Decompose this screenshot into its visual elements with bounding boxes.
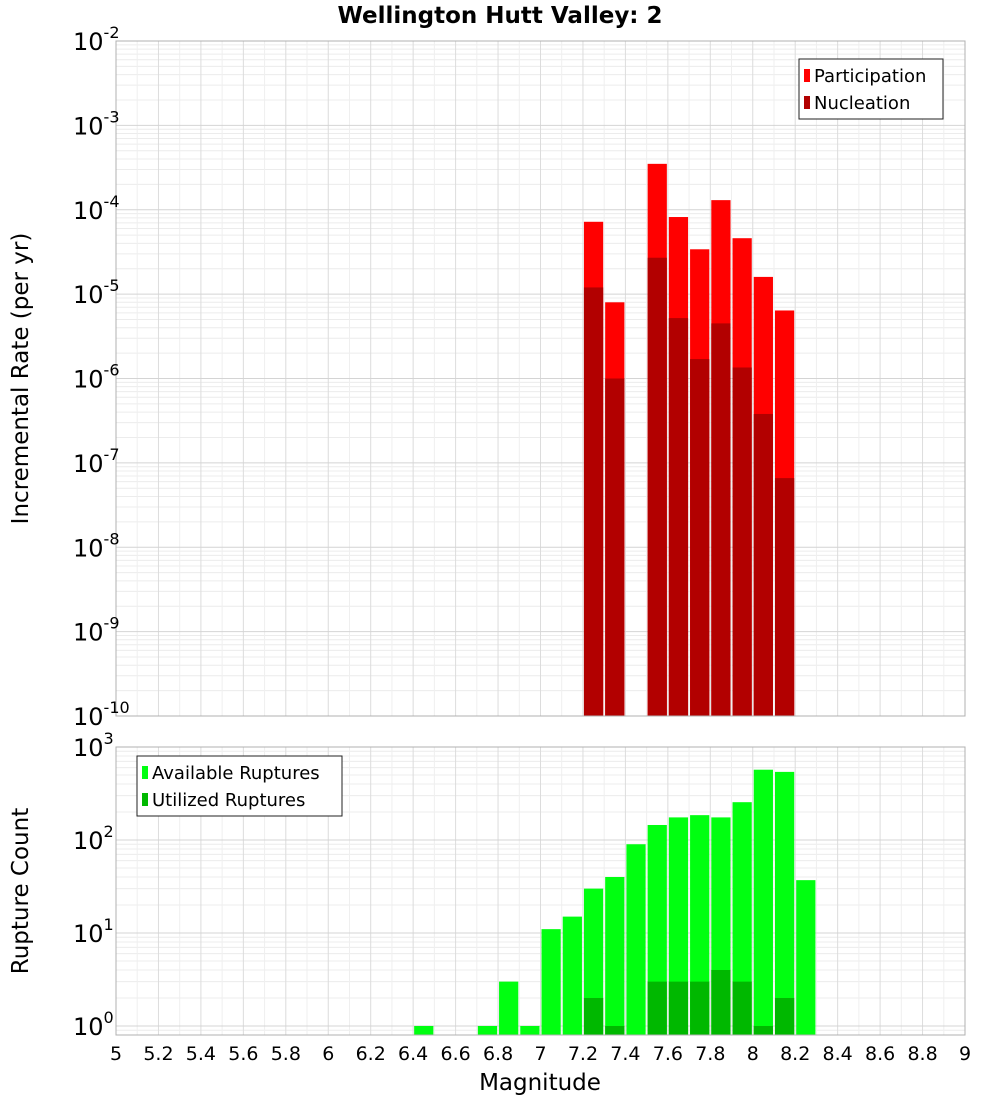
legend-label: Participation [814,66,926,87]
utilized-ruptures-bar [774,997,795,1035]
x-tick-label: 8.8 [907,1043,937,1065]
y-tick-label: 10-3 [73,107,120,140]
x-tick-label: 9 [959,1043,971,1065]
available-ruptures-bar [414,1025,434,1035]
available-ruptures-bar [774,771,795,1035]
plot-frame [115,40,966,717]
utilized-ruptures-bar [647,981,667,1035]
nucleation-bar [711,323,731,716]
x-tick-label: 7.8 [695,1043,725,1065]
utilized-ruptures-bar [690,981,710,1035]
utilized-ruptures-bar [732,981,752,1035]
x-tick-label: 6 [322,1043,334,1065]
legend-swatch [804,96,810,109]
rate-panel: 10-10 10-9 10-8 10-7 10-6 10-5 10-4 10-3 10-2 Inc… [8,23,966,731]
y-axis-label: Rupture Count [8,808,34,974]
available-ruptures-bar [753,769,773,1035]
nucleation-bar [732,367,752,716]
x-tick-label: 8.4 [823,1043,853,1065]
available-ruptures-bar [732,802,752,1035]
utilized-ruptures-bar [605,1025,625,1035]
rupture-count-panel: 100 101 102 103 Rupture Count Available Ruptu… [8,729,966,1041]
y-tick-label: 10-8 [73,529,120,562]
nucleation-bar [605,378,625,716]
available-ruptures-bar [499,981,519,1035]
x-tick-label: 8.6 [865,1043,895,1065]
legend-label: Available Ruptures [152,763,320,784]
nucleation-bar [647,257,667,716]
legend-swatch [804,69,810,82]
y-tick-label: 10-10 [73,698,130,731]
legend-swatch [142,766,148,779]
y-tick-label: 10-6 [73,361,120,394]
y-tick-label: 103 [73,729,114,762]
utilized-ruptures-bar [711,969,731,1035]
legend-label: Utilized Ruptures [152,790,305,811]
nucleation-bar [753,413,773,716]
chart-title: Wellington Hutt Valley: 2 [337,3,662,29]
x-tick-label: 5.8 [271,1043,301,1065]
x-tick-label: 6.2 [356,1043,386,1065]
y-tick-label: 101 [73,915,114,948]
x-axis-label: Magnitude [479,1070,601,1096]
y-axis-label: Incremental Rate (per yr) [8,233,34,525]
utilized-ruptures-bar [753,1025,773,1035]
legend-box [136,755,343,817]
x-tick-label: 7.4 [610,1043,640,1065]
available-ruptures-bar [520,1025,540,1035]
y-tick-label: 10-2 [73,23,120,56]
available-ruptures-bar [626,844,646,1035]
x-tick-label: 8.2 [780,1043,810,1065]
nucleation-bar [583,287,604,716]
x-tick-label: 8 [747,1043,759,1065]
nucleation-bar [668,318,689,716]
legend-label: Nucleation [814,93,910,114]
y-tick-label: 100 [73,1008,114,1041]
y-tick-label: 10-5 [73,276,120,309]
available-ruptures-bar [690,815,710,1035]
nucleation-bar [690,359,710,716]
y-tick-label: 10-9 [73,614,120,647]
x-tick-label: 7 [534,1043,546,1065]
y-tick-label: 10-7 [73,445,120,478]
available-ruptures-bar [605,877,625,1035]
legend-swatch [142,793,148,806]
x-tick-label: 6.8 [483,1043,513,1065]
x-tick-label: 5.4 [186,1043,216,1065]
available-ruptures-bar [562,916,582,1035]
legend-box [798,58,944,120]
x-tick-label: 6.6 [440,1043,470,1065]
x-tick-label: 6.4 [398,1043,428,1065]
available-ruptures-bar [541,929,561,1035]
x-tick-label: 7.2 [568,1043,598,1065]
utilized-ruptures-bar [668,981,689,1035]
x-tick-label: 5 [110,1043,122,1065]
available-ruptures-bar [668,817,689,1035]
x-tick-label: 5.2 [143,1043,173,1065]
plot-frame [115,746,966,1036]
x-tick-label: 5.6 [228,1043,258,1065]
nucleation-bar [774,478,795,716]
x-tick-label: 7.6 [653,1043,683,1065]
utilized-ruptures-bar [583,997,604,1035]
available-ruptures-bar [477,1025,498,1035]
y-tick-label: 10-4 [73,192,120,225]
y-tick-label: 102 [73,822,114,855]
available-ruptures-bar [796,880,816,1035]
